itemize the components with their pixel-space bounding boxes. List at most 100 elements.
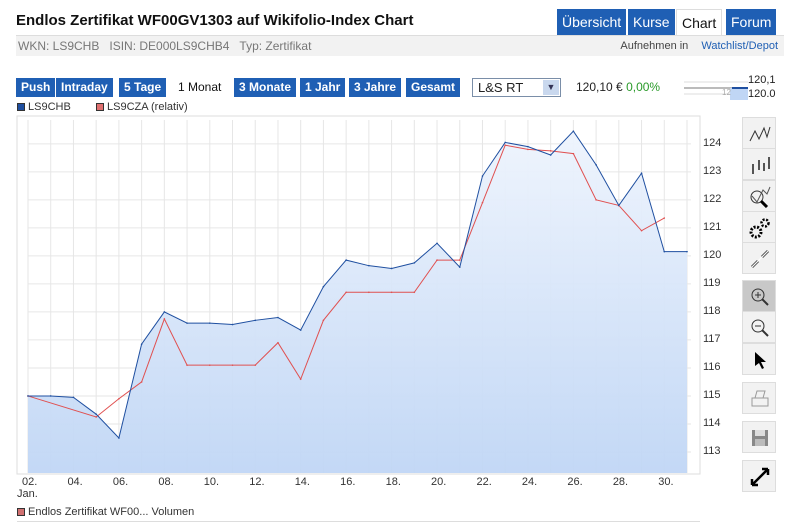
zoom-in-button[interactable]: [742, 280, 776, 312]
chart-zoom-icon: [750, 186, 771, 208]
x-tick-label: 28.: [612, 476, 629, 488]
page-title: Endlos Zertifikat WF00GV1303 auf Wikifol…: [16, 12, 414, 29]
data-point: [254, 319, 257, 322]
data-point: [663, 250, 666, 253]
x-tick-label: 16.: [340, 476, 356, 488]
x-tick-label: 14.: [294, 476, 310, 488]
line-chart-icon: [749, 126, 771, 142]
data-point: [322, 319, 325, 322]
data-point: [299, 378, 302, 380]
mini-top: 120,1: [748, 74, 776, 86]
data-point: [663, 217, 666, 219]
y-tick-label: 122: [703, 192, 722, 205]
range-1-monat[interactable]: 1 Monat: [173, 78, 227, 97]
data-point: [640, 229, 643, 232]
y-tick-label: 115: [703, 388, 721, 401]
price-value: 120,10 €: [576, 80, 623, 94]
range-3-monate[interactable]: 3 Monate: [234, 78, 297, 97]
data-point: [118, 397, 120, 400]
fullscreen-button[interactable]: [742, 460, 776, 492]
legend-label: LS9CHB: [28, 101, 71, 113]
save-button[interactable]: [742, 421, 776, 453]
link-button[interactable]: [742, 242, 776, 274]
exchange-value: L&S RT: [478, 80, 524, 95]
data-point: [72, 396, 75, 399]
tab-forum[interactable]: Forum: [726, 9, 777, 35]
data-point: [140, 343, 143, 345]
y-tick-label: 113: [703, 444, 721, 457]
data-point: [277, 341, 279, 344]
ohlc-icon: [752, 157, 770, 174]
data-point: [686, 250, 688, 253]
link-icon: [750, 249, 770, 269]
tab-chart[interactable]: Chart: [676, 9, 723, 35]
x-tick-label: 10.: [203, 476, 220, 488]
x-tick-label: 12.: [249, 476, 265, 488]
data-point: [595, 164, 597, 166]
x-tick-label: 20.: [431, 476, 447, 488]
data-point: [436, 259, 438, 261]
data-point: [413, 262, 416, 264]
data-point: [299, 329, 302, 331]
series-area-fill: [28, 131, 687, 473]
settings-button[interactable]: [742, 211, 776, 243]
x-tick-label: 06.: [112, 476, 129, 488]
printer-icon: [751, 390, 769, 407]
data-point: [27, 395, 29, 397]
print-button[interactable]: [742, 382, 776, 414]
range-intraday[interactable]: Intraday: [56, 78, 113, 97]
data-point: [640, 172, 643, 175]
data-point: [527, 145, 529, 148]
data-point: [95, 413, 97, 415]
data-point: [186, 364, 188, 366]
data-point: [95, 416, 97, 418]
tab-kurse[interactable]: Kurse: [628, 9, 675, 35]
zoom-out-button[interactable]: [742, 311, 776, 343]
ohlc-chart-button[interactable]: [742, 148, 776, 180]
range-gesamt[interactable]: Gesamt: [406, 78, 461, 97]
watchlist-link[interactable]: Watchlist/Depot: [701, 40, 778, 52]
data-point: [345, 259, 347, 261]
y-tick-label: 119: [703, 276, 721, 289]
x-tick-label: 04.: [67, 476, 83, 488]
range-push[interactable]: Push: [16, 78, 56, 97]
exchange-select[interactable]: L&S RT ▼: [472, 78, 561, 97]
header-divider: [16, 35, 784, 36]
typ: Typ: Zertifikat: [239, 39, 312, 53]
data-point: [549, 150, 552, 152]
line-chart-button[interactable]: [742, 117, 776, 149]
zoom-in-icon: [751, 288, 769, 306]
wkn: WKN: LS9CHB: [18, 39, 100, 53]
watch-prefix: Aufnehmen in: [620, 40, 689, 52]
pointer-button[interactable]: [742, 343, 776, 375]
legend-label: Endlos Zertifikat WF00... Volumen: [28, 506, 195, 518]
data-point: [595, 199, 597, 201]
indicator-button[interactable]: [742, 180, 776, 212]
data-point: [140, 381, 143, 383]
series-line-ls9chb: [28, 130, 687, 439]
data-point: [504, 144, 507, 147]
data-point: [277, 316, 279, 319]
data-point: [254, 364, 257, 366]
range-3-jahre[interactable]: 3 Jahre: [349, 78, 402, 97]
data-point: [49, 395, 52, 397]
data-point: [481, 201, 484, 204]
mini-mid: 12: [722, 88, 731, 97]
legend-swatch: [17, 508, 25, 516]
data-point: [458, 266, 461, 268]
price-chart[interactable]: [0, 0, 740, 500]
range-5-tage[interactable]: 5 Tage: [119, 78, 167, 97]
tab-uebersicht[interactable]: Übersicht: [557, 9, 627, 35]
data-point: [390, 267, 393, 270]
range-1-jahr[interactable]: 1 Jahr: [300, 78, 346, 97]
x-tick-label: 18.: [385, 476, 401, 488]
legend-swatch: [17, 103, 25, 111]
data-point: [345, 291, 347, 294]
data-point: [436, 242, 438, 245]
x-tick-label: 02.: [22, 476, 38, 488]
y-tick-label: 116: [703, 360, 721, 373]
x-tick-label: 26.: [567, 476, 583, 488]
legend-ls9chb: LS9CHB: [17, 101, 71, 113]
data-point: [231, 323, 234, 326]
data-point: [458, 259, 461, 261]
